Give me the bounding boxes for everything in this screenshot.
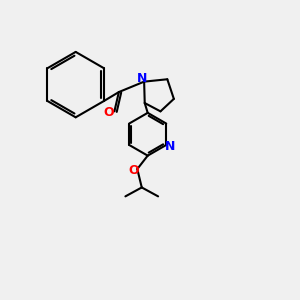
- Text: O: O: [128, 164, 139, 177]
- Text: O: O: [104, 106, 114, 119]
- Text: N: N: [137, 72, 147, 85]
- Text: N: N: [165, 140, 175, 153]
